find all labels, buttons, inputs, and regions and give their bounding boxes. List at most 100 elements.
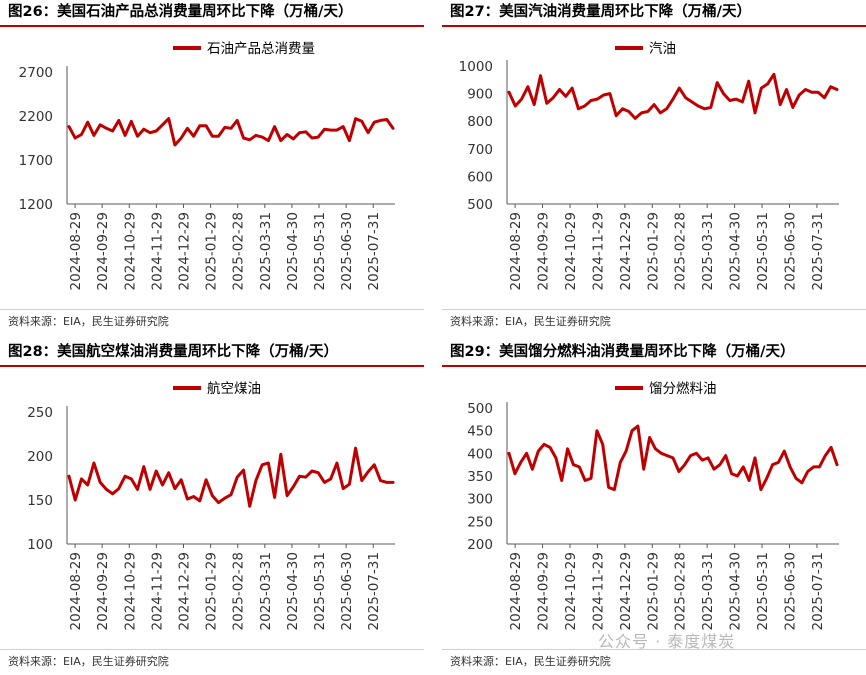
y-tick-label: 450 (467, 424, 493, 440)
series-line (67, 117, 395, 147)
x-tick-label: 2025-05-31 (755, 552, 771, 630)
x-tick-label: 2025-01-29 (204, 212, 220, 290)
x-tick-label: 2025-02-28 (231, 212, 247, 290)
x-tick-label: 2025-05-31 (312, 552, 328, 630)
x-tick-label: 2025-03-31 (258, 212, 274, 290)
x-tick-label: 2024-12-29 (176, 552, 192, 630)
chart-title: 图26：美国石油产品总消费量周环比下降（万桶/天） (8, 4, 353, 20)
y-tick-label: 1000 (459, 59, 493, 75)
x-tick-label: 2024-12-29 (618, 552, 634, 630)
source-note: 资料来源：EIA，民生证券研究院 (8, 315, 169, 328)
x-tick-label: 2024-11-29 (590, 212, 606, 290)
legend-label: 汽油 (649, 41, 676, 57)
x-tick-label: 2025-07-31 (366, 552, 382, 630)
x-tick-label: 2024-08-29 (68, 552, 84, 630)
title-divider (442, 365, 866, 367)
chart-svg: 1200 1700 2200 2700 2024-08-29 2024-09-29 2024… (19, 41, 395, 290)
x-tick-label: 2024-12-29 (176, 212, 192, 290)
chart-svg: 200 250 300 350 400 450 500 2024-08-29 2024-09-2… (467, 380, 839, 630)
x-tick-label: 2024-09-29 (95, 212, 111, 290)
x-tick-label: 2025-03-31 (700, 552, 716, 630)
y-tick-label: 200 (467, 537, 493, 553)
title-divider (442, 25, 866, 27)
legend-label: 馏分燃料油 (649, 380, 717, 397)
x-tick-label: 2025-02-28 (673, 552, 689, 630)
x-tick-label: 2025-04-30 (728, 552, 744, 630)
series-line (507, 424, 839, 492)
chart-title: 图28：美国航空煤油消费量周环比下降（万桶/天） (8, 344, 338, 360)
x-tick-label: 2025-04-30 (728, 212, 744, 290)
chart-panel-gasoline: 图27：美国汽油消费量周环比下降（万桶/天） 500 600 700 800 900 10… (442, 0, 866, 330)
source-note: 资料来源：EIA，民生证券研究院 (450, 315, 611, 328)
y-tick-label: 700 (467, 142, 493, 158)
chart-svg: 100 150 200 250 2024-08-29 2024-09-29 2024-10-… (27, 381, 395, 630)
y-tick-label: 150 (27, 493, 53, 509)
x-tick-label: 2024-10-29 (122, 552, 138, 630)
series-line (507, 72, 839, 120)
source-note: 资料来源：EIA，民生证券研究院 (450, 655, 611, 668)
chart-title: 图29：美国馏分燃料油消费量周环比下降（万桶/天） (450, 344, 795, 360)
y-tick-label: 500 (467, 401, 493, 417)
chart-panel-jet-fuel: 图28：美国航空煤油消费量周环比下降（万桶/天） 100 150 200 250 202… (0, 340, 424, 670)
chart-panel-distillate: 图29：美国馏分燃料油消费量周环比下降（万桶/天） 200 250 300 350 40… (442, 340, 866, 670)
series-line (67, 446, 395, 508)
x-tick-label: 2025-05-31 (755, 212, 771, 290)
y-tick-label: 900 (467, 87, 493, 103)
x-tick-label: 2024-08-29 (508, 212, 524, 290)
source-divider (0, 309, 424, 310)
x-tick-label: 2025-04-30 (285, 552, 301, 630)
x-tick-label: 2025-01-29 (645, 212, 661, 290)
x-tick-label: 2025-02-28 (231, 552, 247, 630)
x-tick-label: 2024-10-29 (122, 212, 138, 290)
x-tick-label: 2025-07-31 (810, 552, 826, 630)
watermark: 公众号 · 泰度煤炭 (598, 632, 736, 651)
x-tick-label: 2025-06-30 (339, 212, 355, 290)
source-note: 资料来源：EIA，民生证券研究院 (8, 655, 169, 668)
y-tick-label: 1200 (19, 197, 53, 213)
legend-label: 石油产品总消费量 (207, 41, 315, 57)
title-divider (0, 365, 424, 367)
x-tick-label: 2024-11-29 (149, 212, 165, 290)
y-tick-label: 250 (27, 405, 53, 421)
y-tick-label: 300 (467, 492, 493, 508)
y-tick-label: 800 (467, 114, 493, 130)
y-tick-label: 1700 (19, 153, 53, 169)
chart-svg: 500 600 700 800 900 1000 2024-08-29 2024-09-29 2… (459, 41, 839, 290)
y-tick-label: 600 (467, 169, 493, 185)
x-tick-label: 2024-11-29 (590, 552, 606, 630)
x-tick-label: 2024-10-29 (563, 552, 579, 630)
x-tick-label: 2025-06-30 (782, 212, 798, 290)
chart-title: 图27：美国汽油消费量周环比下降（万桶/天） (450, 4, 751, 20)
x-tick-label: 2024-09-29 (536, 552, 552, 630)
x-tick-label: 2025-04-30 (285, 212, 301, 290)
x-tick-label: 2025-03-31 (258, 552, 274, 630)
x-tick-label: 2024-08-29 (508, 552, 524, 630)
y-tick-label: 2200 (19, 109, 53, 125)
x-tick-label: 2025-01-29 (645, 552, 661, 630)
y-tick-label: 250 (467, 514, 493, 530)
x-tick-label: 2025-07-31 (366, 212, 382, 290)
x-tick-label: 2025-01-29 (204, 552, 220, 630)
y-tick-label: 400 (467, 446, 493, 462)
source-divider (442, 309, 866, 310)
x-tick-label: 2025-02-28 (673, 212, 689, 290)
x-tick-label: 2024-10-29 (563, 212, 579, 290)
y-tick-label: 2700 (19, 65, 53, 81)
x-tick-label: 2024-09-29 (536, 212, 552, 290)
x-tick-label: 2024-08-29 (68, 212, 84, 290)
x-tick-label: 2024-12-29 (618, 212, 634, 290)
y-tick-label: 200 (27, 449, 53, 465)
source-divider (0, 649, 424, 650)
legend-label: 航空煤油 (207, 381, 261, 397)
x-tick-label: 2024-09-29 (95, 552, 111, 630)
x-tick-label: 2025-03-31 (700, 212, 716, 290)
y-tick-label: 100 (27, 537, 53, 553)
source-divider (442, 649, 866, 650)
y-tick-label: 350 (467, 469, 493, 485)
chart-panel-petroleum-total: 图26：美国石油产品总消费量周环比下降（万桶/天） 1200 1700 2200 27… (0, 0, 424, 330)
x-tick-label: 2025-05-31 (312, 212, 328, 290)
title-divider (0, 25, 424, 27)
x-tick-label: 2024-11-29 (149, 552, 165, 630)
x-tick-label: 2025-06-30 (782, 552, 798, 630)
y-tick-label: 500 (467, 197, 493, 213)
